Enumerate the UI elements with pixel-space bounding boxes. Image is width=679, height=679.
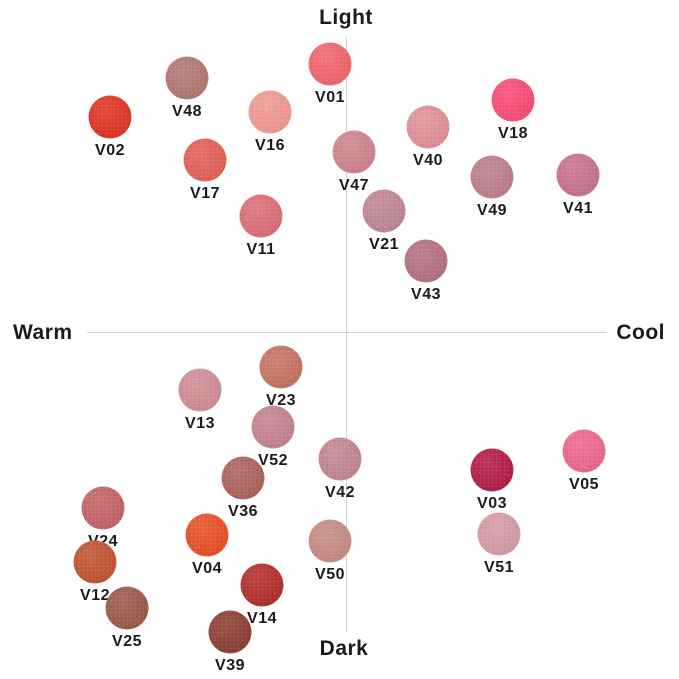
swatch-label-v01: V01 (315, 89, 345, 106)
swatch-label-v49: V49 (477, 202, 507, 219)
swatch-v40 (406, 105, 450, 149)
swatch-v47 (332, 130, 376, 174)
swatch-label-v21: V21 (369, 236, 399, 253)
swatch-label-v23: V23 (266, 392, 296, 409)
swatch-label-v40: V40 (413, 152, 443, 169)
swatch-label-v17: V17 (190, 185, 220, 202)
swatch-label-v36: V36 (228, 503, 258, 520)
swatch-v13 (178, 368, 222, 412)
swatch-v04 (185, 513, 229, 557)
swatch-label-v14: V14 (247, 610, 277, 627)
axis-label-warm: Warm (13, 321, 73, 344)
axis-label-light: Light (319, 6, 373, 29)
axis-label-dark: Dark (319, 637, 369, 660)
swatch-v50 (308, 519, 352, 563)
swatch-label-v03: V03 (477, 495, 507, 512)
swatch-v03 (470, 448, 514, 492)
swatch-v01 (308, 42, 352, 86)
swatch-label-v04: V04 (192, 560, 222, 577)
swatch-label-v16: V16 (255, 137, 285, 154)
swatch-label-v50: V50 (315, 566, 345, 583)
swatch-label-v25: V25 (112, 633, 142, 650)
swatch-label-v52: V52 (258, 452, 288, 469)
axis-horizontal-line (87, 332, 607, 333)
swatch-v42 (318, 437, 362, 481)
swatch-v52 (251, 405, 295, 449)
swatch-v49 (470, 155, 514, 199)
swatch-label-v02: V02 (95, 142, 125, 159)
swatch-v24 (81, 486, 125, 530)
swatch-label-v48: V48 (172, 103, 202, 120)
swatch-v17 (183, 138, 227, 182)
axis-vertical-line (346, 36, 347, 632)
swatch-label-v41: V41 (563, 200, 593, 217)
swatch-label-v39: V39 (215, 657, 245, 674)
swatch-label-v11: V11 (246, 241, 276, 258)
swatch-label-v47: V47 (339, 177, 369, 194)
swatch-v14 (240, 563, 284, 607)
swatch-v11 (239, 194, 283, 238)
swatch-label-v05: V05 (569, 476, 599, 493)
swatch-v43 (404, 239, 448, 283)
swatch-v16 (248, 90, 292, 134)
swatch-v02 (88, 95, 132, 139)
swatch-label-v43: V43 (411, 286, 441, 303)
swatch-v21 (362, 189, 406, 233)
swatch-v51 (477, 512, 521, 556)
swatch-label-v12: V12 (80, 587, 110, 604)
swatch-v12 (73, 540, 117, 584)
axis-label-cool: Cool (616, 321, 665, 344)
swatch-v05 (562, 429, 606, 473)
swatch-v25 (105, 586, 149, 630)
swatch-label-v51: V51 (484, 559, 514, 576)
swatch-label-v13: V13 (185, 415, 215, 432)
swatch-label-v18: V18 (498, 125, 528, 142)
swatch-v48 (165, 56, 209, 100)
swatch-label-v42: V42 (325, 484, 355, 501)
swatch-v36 (221, 456, 265, 500)
swatch-v41 (556, 153, 600, 197)
swatch-v23 (259, 345, 303, 389)
swatch-v18 (491, 78, 535, 122)
swatch-v39 (208, 610, 252, 654)
